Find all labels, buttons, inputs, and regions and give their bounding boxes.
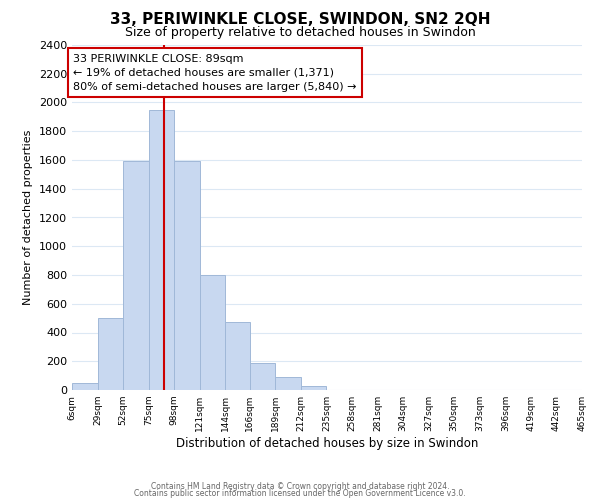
Bar [149, 110, 174, 390]
Y-axis label: Number of detached properties: Number of detached properties [23, 130, 34, 305]
Bar [226, 322, 250, 390]
Bar [123, 162, 149, 390]
Text: 33, PERIWINKLE CLOSE, SWINDON, SN2 2QH: 33, PERIWINKLE CLOSE, SWINDON, SN2 2QH [110, 12, 490, 28]
Bar [200, 275, 226, 390]
Bar [275, 377, 301, 390]
Bar [174, 162, 200, 390]
Text: Contains public sector information licensed under the Open Government Licence v3: Contains public sector information licen… [134, 489, 466, 498]
Bar [72, 383, 98, 390]
Bar [250, 364, 275, 390]
X-axis label: Distribution of detached houses by size in Swindon: Distribution of detached houses by size … [176, 437, 478, 450]
Bar [301, 386, 326, 390]
Text: Contains HM Land Registry data © Crown copyright and database right 2024.: Contains HM Land Registry data © Crown c… [151, 482, 449, 491]
Text: 33 PERIWINKLE CLOSE: 89sqm
← 19% of detached houses are smaller (1,371)
80% of s: 33 PERIWINKLE CLOSE: 89sqm ← 19% of deta… [73, 54, 356, 92]
Bar [98, 318, 123, 390]
Text: Size of property relative to detached houses in Swindon: Size of property relative to detached ho… [125, 26, 475, 39]
